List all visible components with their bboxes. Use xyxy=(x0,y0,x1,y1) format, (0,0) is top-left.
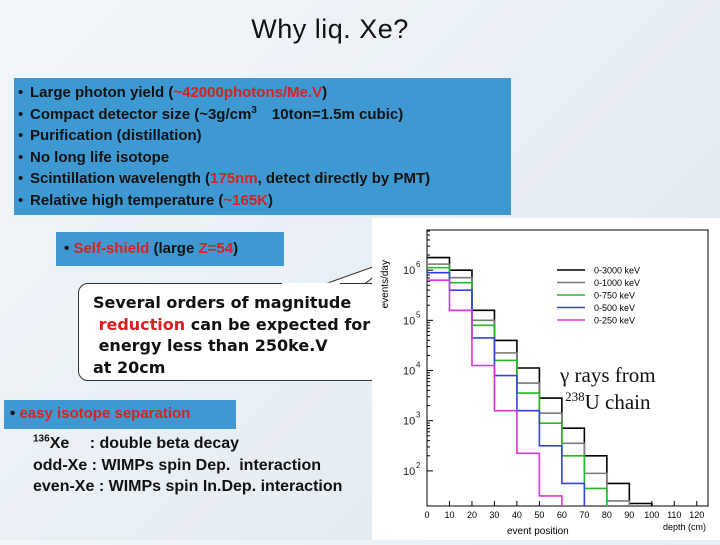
property-tail: ) xyxy=(268,191,274,209)
self-shield-item: • Self-shield (large Z=54) xyxy=(64,240,238,257)
callout-line-4: at 20cm xyxy=(93,357,166,377)
isotope-box xyxy=(4,400,236,429)
x-axis-label-depth: depth (cm) xyxy=(663,522,706,532)
property-item: • No long life isotope xyxy=(18,147,430,169)
callout-line-3: energy less than 250ke.V xyxy=(93,336,328,355)
x-tick-label: 30 xyxy=(489,510,499,520)
bullet: • xyxy=(18,170,24,187)
bullet: • xyxy=(18,148,24,166)
self-shield-label: Self-shield xyxy=(73,240,150,257)
legend-label: 0-500 keV xyxy=(594,303,635,313)
xe-interactions: 136Xe : double beta decay odd-Xe : WIMPs… xyxy=(33,433,342,498)
x-tick-label: 60 xyxy=(557,510,567,520)
x-tick-label: 110 xyxy=(667,510,681,520)
property-text: No long life isotope xyxy=(30,148,170,166)
y-axis-label: events/day xyxy=(380,260,391,308)
gamma-note: γ rays from 238U chain xyxy=(560,362,656,416)
legend-label: 0-3000 keV xyxy=(594,266,640,276)
x-axis-label: event position xyxy=(507,526,569,537)
property-text: Purification (distillation) xyxy=(30,127,202,144)
property-item: • Purification (distillation) xyxy=(18,125,430,147)
slide-title: Why liq. Xe? xyxy=(251,14,409,44)
y-tick-exponent: 2 xyxy=(416,461,421,470)
y-tick-exponent: 5 xyxy=(416,310,421,319)
xe136-line: 136Xe : double beta decay xyxy=(33,433,342,455)
y-tick-label: 10 xyxy=(403,416,415,428)
bullet: • xyxy=(10,405,16,422)
property-highlight: ~165K xyxy=(223,191,269,209)
x-tick-label: 50 xyxy=(534,510,544,520)
property-text: Scintillation wavelength ( xyxy=(30,170,211,187)
x-tick-label: 80 xyxy=(602,510,612,520)
series-line-0-250-keV xyxy=(427,279,563,506)
property-item: • Relative high temperature (~165K) xyxy=(18,190,430,212)
properties-list: • Large photon yield (~42000photons/Me.V)… xyxy=(18,82,430,211)
property-tail: 10ton=1.5m cubic) xyxy=(256,105,404,123)
gamma-chain: U chain xyxy=(584,390,651,414)
isotope-label: easy isotope separation xyxy=(19,405,191,422)
callout-line-1: Several orders of magnitude xyxy=(93,293,352,312)
bullet: • xyxy=(64,240,70,257)
legend-label: 0-750 keV xyxy=(594,291,635,301)
property-highlight: 175nm xyxy=(210,170,258,187)
x-tick-label: 90 xyxy=(624,510,634,520)
self-shield-post: ) xyxy=(233,240,239,257)
property-text: Compact detector size (~3g/cm xyxy=(30,105,252,123)
chart-panel: events/day 10 6 10 5 10 4 10 3 10 2 0 10 20 30 40 50 60 70… xyxy=(372,218,720,540)
bullet: • xyxy=(18,191,24,209)
property-tail: ) xyxy=(322,84,328,101)
x-tick-label: 40 xyxy=(512,510,522,520)
xe136-mass: 136 xyxy=(33,433,50,445)
y-tick-exponent: 3 xyxy=(416,411,421,420)
y-tick-label: 10 xyxy=(403,366,415,378)
y-tick-label: 10 xyxy=(403,466,415,478)
gamma-line-2: 238U chain xyxy=(560,389,656,416)
property-highlight: ~42000photons/Me.V xyxy=(173,84,323,101)
property-item: • Large photon yield (~42000photons/Me.V) xyxy=(18,82,430,104)
self-shield-z: Z=54 xyxy=(198,240,234,257)
x-tick-label: 10 xyxy=(444,510,454,520)
callout-reduction: reduction xyxy=(93,314,186,334)
y-tick-label: 10 xyxy=(403,315,415,327)
self-shield-box xyxy=(56,232,284,266)
bullet: • xyxy=(18,105,24,123)
bullet: • xyxy=(18,84,24,101)
properties-box xyxy=(14,78,511,215)
callout-box xyxy=(78,283,380,381)
gamma-mass: 238 xyxy=(565,389,585,404)
even-xe-line: even-Xe : WIMPs spin In.Dep. interaction xyxy=(33,478,343,495)
property-text: Large photon yield ( xyxy=(30,84,174,101)
property-item: • Compact detector size (~3g/cm3 10ton=1.… xyxy=(18,104,430,126)
property-text: Relative high temperature ( xyxy=(30,191,224,209)
legend-label: 0-1000 keV xyxy=(594,278,640,288)
property-tail: , detect directly by PMT) xyxy=(257,170,431,187)
callout-rest: can be expected for xyxy=(185,314,371,334)
y-tick-exponent: 6 xyxy=(416,260,421,269)
x-tick-label: 70 xyxy=(579,510,589,520)
odd-xe-line: odd-Xe : WIMPs spin Dep. interaction xyxy=(33,456,322,474)
isotope-item: • easy isotope separation xyxy=(10,405,190,422)
series-line-0-500-keV xyxy=(427,271,586,506)
x-tick-label: 100 xyxy=(644,510,659,520)
bullet: • xyxy=(18,127,24,144)
self-shield-mid: (large xyxy=(149,240,199,257)
gamma-line-1: γ rays from xyxy=(560,363,656,387)
x-tick-label: 120 xyxy=(689,510,704,520)
y-tick-label: 10 xyxy=(403,265,415,277)
x-tick-label: 20 xyxy=(467,510,477,520)
legend-label: 0-250 keV xyxy=(594,316,635,326)
x-tick-label: 0 xyxy=(424,510,429,520)
xe136-text: Xe : double beta decay xyxy=(49,435,240,452)
callout-line-2: ​ reduction can be expected for xyxy=(93,314,371,336)
series-line-0-1000-keV xyxy=(427,263,631,506)
callout-text: Several orders of magnitude ​ reduction … xyxy=(93,292,370,378)
property-superscript: 3 xyxy=(251,104,257,116)
plot-frame xyxy=(426,229,709,507)
y-tick-exponent: 4 xyxy=(416,361,421,370)
property-item: • Scintillation wavelength (175nm, detect… xyxy=(18,168,430,190)
